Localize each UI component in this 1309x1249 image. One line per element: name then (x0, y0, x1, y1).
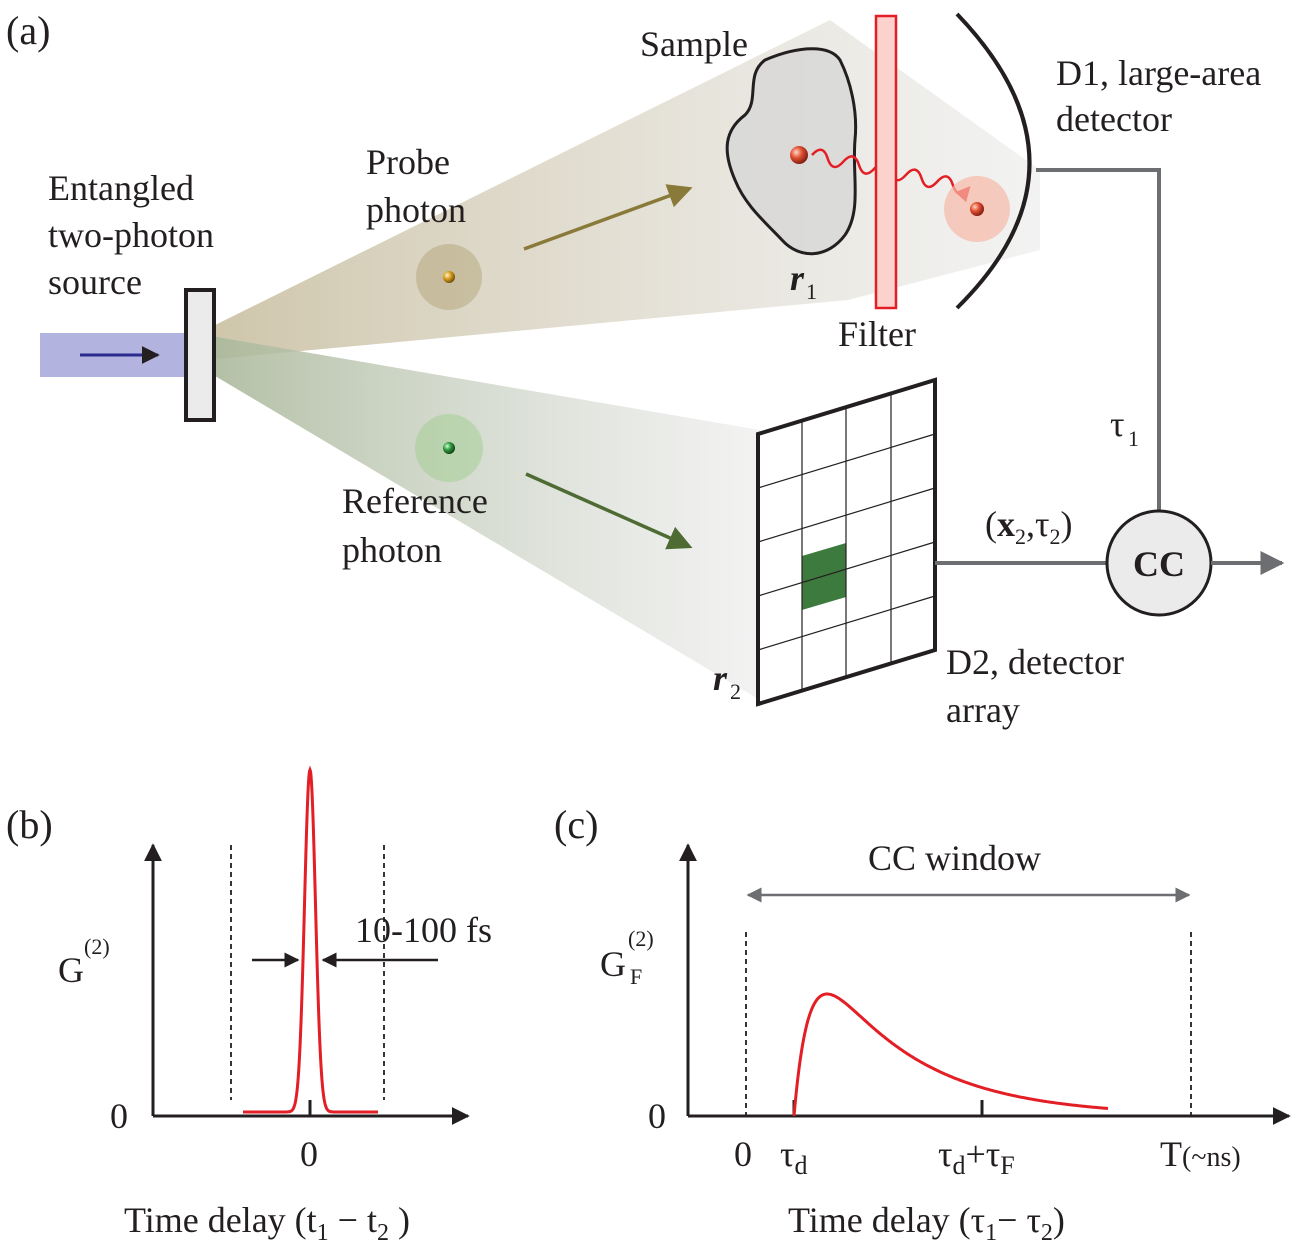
d1-detector (955, 12, 1032, 310)
plot-b-width-label: 10-100 fs (355, 910, 492, 950)
plot-b-y-zero: 0 (110, 1096, 128, 1136)
sample-label: Sample (640, 24, 748, 64)
d2-position-sub: 2 (730, 679, 741, 704)
tau1-sub: 1 (1128, 426, 1139, 451)
plot-c-ylabel-sub: F (630, 964, 642, 989)
plot-b-x-zero: 0 (300, 1134, 318, 1174)
reference-label-line2: photon (342, 530, 442, 570)
reference-photon (443, 442, 455, 454)
plot-c-window-label: CC window (868, 838, 1041, 878)
panel-label-a: (a) (6, 8, 50, 53)
emitter-atom (790, 146, 808, 164)
filter-label: Filter (838, 314, 916, 354)
reference-arrow (525, 472, 693, 550)
d2-label-line1: D2, detector (946, 642, 1124, 682)
emitted-photon (970, 202, 984, 216)
reference-label-line1: Reference (342, 481, 488, 521)
plot-c-xlabel: Time delay (τ1− τ2) (788, 1200, 1065, 1246)
d2-detector-array (756, 377, 937, 707)
tau1-symbol: τ (1110, 404, 1124, 444)
probe-label-line2: photon (366, 190, 466, 230)
plot-c (679, 843, 1291, 1125)
d1-label-line1: D1, large-area (1056, 53, 1261, 93)
source-label-line3: source (48, 262, 142, 302)
plot-c-y-zero: 0 (648, 1096, 666, 1136)
plot-c-tick-tdf-label: τd+τF (938, 1134, 1015, 1180)
plot-c-decay-curve (792, 992, 1109, 1117)
probe-arrow (523, 184, 693, 251)
plot-c-tick-td-label: τd (780, 1134, 807, 1180)
probe-photon (443, 271, 455, 283)
plot-b-ylabel-sup: (2) (84, 934, 110, 959)
source-label-line2: two-photon (48, 215, 214, 255)
plot-b-ylabel: G (58, 950, 84, 990)
plot-c-tick-T-label: T(~ns) (1160, 1134, 1241, 1174)
sample-position-sub: 1 (806, 279, 817, 304)
d2-position-symbol: r (713, 658, 728, 698)
plot-b-xlabel: Time delay (t1 − t2 ) (124, 1200, 410, 1246)
panel-label-c: (c) (554, 802, 598, 847)
plot-b-peak-curve (243, 765, 378, 1114)
d1-wire (1036, 168, 1161, 520)
plot-b (144, 765, 470, 1125)
d2-active-pixel (802, 543, 846, 610)
reference-beam (205, 335, 760, 700)
probe-beam (205, 20, 1040, 360)
plot-c-ylabel: G (600, 944, 626, 984)
filter (874, 14, 898, 310)
d2-signal-label: (x2,τ2) (985, 504, 1072, 549)
plot-c-ylabel-sup: (2) (628, 926, 654, 951)
d1-label-line2: detector (1056, 99, 1172, 139)
sample-position-symbol: r (790, 258, 805, 298)
plot-c-x-zero: 0 (734, 1134, 752, 1174)
panel-label-b: (b) (6, 802, 53, 847)
cc-label: CC (1133, 544, 1185, 584)
probe-label-line1: Probe (366, 142, 450, 182)
crystal-source (184, 288, 216, 422)
d2-label-line2: array (946, 690, 1020, 730)
source-label-line1: Entangled (48, 168, 194, 208)
svg-text:(x2,τ2): (x2,τ2) (985, 504, 1072, 549)
